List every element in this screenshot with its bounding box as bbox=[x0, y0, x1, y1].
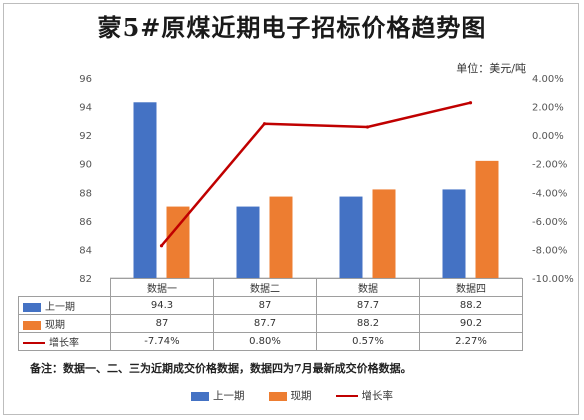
y-left-tick-label: 84 bbox=[79, 245, 92, 256]
series-name: 增长率 bbox=[49, 338, 79, 349]
table-cell: 88.2 bbox=[316, 314, 420, 333]
footnote: 备注：数据一、二、三为近期成交价格数据，数据四为7月最新成交价格数据。 bbox=[30, 362, 412, 375]
y-right-tick-label: 2.00% bbox=[532, 103, 564, 114]
growth-rate-point bbox=[365, 125, 370, 129]
growth-rate-point bbox=[468, 101, 473, 105]
table-row: 增长率 -7.74% 0.80% 0.57% 2.27% bbox=[18, 332, 523, 351]
line-layer bbox=[159, 101, 473, 248]
y-right-tick-label: -8.00% bbox=[532, 245, 567, 256]
table-row: 现期 87 87.7 88.2 90.2 bbox=[18, 314, 523, 333]
unit-label: 单位：美元/吨 bbox=[456, 62, 526, 75]
series-swatch bbox=[23, 302, 41, 312]
table-cell: 87.7 bbox=[316, 296, 420, 315]
y-left-tick-label: 94 bbox=[79, 103, 92, 114]
table-cell: 94.3 bbox=[110, 296, 214, 315]
bar-curr bbox=[166, 206, 190, 278]
growth-rate-point bbox=[159, 244, 164, 248]
chart-title: 蒙5#原煤近期电子招标价格趋势图 bbox=[97, 13, 487, 42]
bar-prev bbox=[442, 189, 466, 278]
y-right-tick-label: 4.00% bbox=[532, 74, 564, 85]
y-left-tick-label: 88 bbox=[79, 188, 92, 199]
table-cell: 90.2 bbox=[419, 314, 523, 333]
legend-label: 现期 bbox=[290, 390, 312, 402]
table-cell: 2.27% bbox=[419, 332, 523, 351]
legend-item: 上一期 bbox=[191, 388, 245, 403]
table-row: 上一期 94.3 87 87.7 88.2 bbox=[18, 296, 523, 315]
y-right-tick-label: 0.00% bbox=[532, 131, 564, 142]
table-cell: 87 bbox=[213, 296, 317, 315]
bar-prev bbox=[133, 102, 157, 279]
y-left-tick-label: 96 bbox=[79, 74, 92, 85]
legend-item: 增长率 bbox=[335, 388, 394, 403]
table-corner bbox=[18, 278, 111, 297]
table-cell: 88.2 bbox=[419, 296, 523, 315]
y-left-tick-label: 86 bbox=[79, 217, 92, 228]
y-left-tick-label: 92 bbox=[79, 131, 92, 142]
legend-swatch bbox=[191, 391, 209, 401]
bar-curr bbox=[475, 160, 499, 278]
data-table: 数据一 数据二 数据 数据四 上一期 94.3 87 87.7 88.2 现期 87 87.7 88.2… bbox=[18, 278, 523, 351]
bar-prev bbox=[339, 196, 363, 278]
chart-legend: 上一期 现期 增长率 bbox=[0, 388, 584, 403]
legend-swatch bbox=[268, 391, 287, 401]
bar-curr bbox=[269, 196, 293, 278]
table-cell: 0.80% bbox=[213, 332, 317, 351]
bar-prev bbox=[236, 206, 260, 278]
bar-curr bbox=[372, 189, 396, 278]
y-right-tick-label: -4.00% bbox=[532, 188, 567, 199]
series-swatch bbox=[23, 342, 45, 344]
y-right-tick-label: -2.00% bbox=[532, 160, 567, 171]
table-series-label: 上一期 bbox=[18, 296, 111, 315]
legend-swatch bbox=[335, 395, 358, 397]
table-series-label: 现期 bbox=[18, 314, 111, 333]
legend-label: 增长率 bbox=[361, 390, 394, 402]
legend-label: 上一期 bbox=[213, 390, 245, 402]
y-right-axis: -10.00% -8.00% -6.00% -4.00% -2.00% 0.00% 2.00… bbox=[532, 74, 574, 285]
table-category: 数据一 bbox=[110, 278, 214, 297]
series-name: 上一期 bbox=[45, 302, 75, 313]
legend-item: 现期 bbox=[268, 388, 312, 403]
series-swatch bbox=[23, 320, 41, 330]
table-cell: 87.7 bbox=[213, 314, 317, 333]
table-header-row: 数据一 数据二 数据 数据四 bbox=[18, 278, 523, 297]
table-cell: 87 bbox=[110, 314, 214, 333]
table-series-label: 增长率 bbox=[18, 332, 111, 351]
y-right-tick-label: -10.00% bbox=[532, 274, 574, 285]
table-category: 数据二 bbox=[213, 278, 317, 297]
table-cell: 0.57% bbox=[316, 332, 420, 351]
table-category: 数据 bbox=[316, 278, 420, 297]
y-left-tick-label: 90 bbox=[79, 160, 92, 171]
growth-rate-point bbox=[262, 122, 267, 126]
y-right-tick-label: -6.00% bbox=[532, 217, 567, 228]
table-category: 数据四 bbox=[419, 278, 523, 297]
growth-rate-line bbox=[160, 101, 471, 247]
bar-layer bbox=[133, 102, 499, 279]
series-name: 现期 bbox=[45, 320, 65, 331]
table-cell: -7.74% bbox=[110, 332, 214, 351]
